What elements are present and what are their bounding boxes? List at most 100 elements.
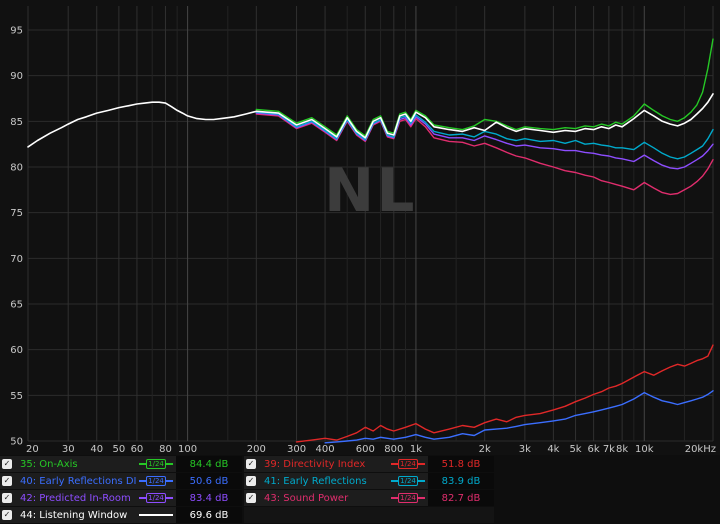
y-axis-tick-label: 70 — [10, 254, 23, 265]
trace-line-icon — [391, 480, 399, 482]
checkbox-icon[interactable]: ✓ — [2, 476, 12, 486]
x-axis-tick-label: 20kHz — [685, 444, 716, 455]
legend-panel: ✓ 35: On-Axis 1/24 84.4 dB ✓ 40: Early R… — [0, 455, 720, 524]
smoothing-badge: 1/24 — [139, 493, 174, 503]
smoothing-badge: 1/24 — [391, 476, 426, 486]
legend-row-directivity-index[interactable]: ✓ 39: Directivity Index 1/24 51.8 dB — [244, 456, 494, 472]
legend-row-predicted-in-room[interactable]: ✓ 42: Predicted In-Room 1/24 83.4 dB — [0, 490, 242, 506]
trace-line-icon — [391, 497, 399, 499]
checkbox-icon[interactable]: ✓ — [246, 476, 256, 486]
legend-column-left: ✓ 35: On-Axis 1/24 84.4 dB ✓ 40: Early R… — [0, 456, 242, 524]
legend-row-sound-power[interactable]: ✓ 43: Sound Power 1/24 82.7 dB — [244, 490, 494, 506]
y-axis-tick-label: 95 — [10, 26, 23, 37]
trace-level-value: 82.7 dB — [428, 490, 494, 506]
smoothing-value: 1/24 — [146, 493, 166, 503]
y-axis-tick-label: 85 — [10, 117, 23, 128]
chart-canvas: 50 55 60 65 70 75 80 85 90 95 20 30 40 50 60 80 100 200 30… — [10, 6, 716, 455]
smoothing-badge: 1/24 — [391, 493, 426, 503]
series-curve-directivity-index — [295, 344, 714, 443]
smoothing-badge: 1/24 — [391, 459, 426, 469]
trace-label: 39: Directivity Index — [264, 458, 366, 470]
x-axis-tick-label: 2k — [479, 444, 491, 455]
x-axis-tick-label: 8k — [616, 444, 628, 455]
trace-line-icon — [417, 463, 426, 465]
x-axis-tick-label: 50 — [112, 444, 125, 455]
y-axis-tick-label: 75 — [10, 208, 23, 219]
trace-level-value: 84.4 dB — [176, 456, 242, 472]
x-axis-tick-label: 80 — [159, 444, 172, 455]
x-axis-tick-label: 300 — [287, 444, 306, 455]
y-axis-tick-label: 60 — [10, 345, 23, 356]
x-axis-tick-label: 600 — [356, 444, 375, 455]
trace-level-value: 83.4 dB — [176, 490, 242, 506]
y-axis-tick-label: 90 — [10, 71, 23, 82]
series-curve-sound-power — [255, 113, 714, 196]
x-axis-tick-label: 40 — [90, 444, 103, 455]
y-axis-tick-label: 65 — [10, 300, 23, 311]
checkbox-icon[interactable]: ✓ — [2, 510, 12, 520]
trace-label: 43: Sound Power — [264, 492, 349, 504]
trace-line-icon — [417, 497, 426, 499]
series-curve-early-reflections — [255, 111, 714, 160]
series-curve-on-axis — [255, 38, 714, 137]
trace-line-icon — [139, 463, 147, 465]
y-axis-tick-label: 50 — [10, 437, 23, 448]
trace-line-icon — [139, 480, 147, 482]
trace-label: 40: Early Reflections DI — [20, 475, 136, 487]
smoothing-value: 1/24 — [398, 459, 418, 469]
x-axis-tick-label: 20 — [26, 444, 39, 455]
x-axis-tick-label: 6k — [588, 444, 600, 455]
legend-empty-row — [244, 507, 494, 523]
checkbox-icon[interactable]: ✓ — [246, 493, 256, 503]
checkbox-icon[interactable]: ✓ — [246, 459, 256, 469]
trace-level-value: 50.6 dB — [176, 473, 242, 489]
series-curve-predicted-in-room — [255, 112, 714, 170]
series-curve-listening-window — [27, 93, 714, 148]
trace-label: 44: Listening Window — [20, 509, 128, 521]
x-axis-tick-label: 4k — [547, 444, 559, 455]
x-axis-tick-label: 100 — [178, 444, 197, 455]
x-axis-tick-label: 200 — [247, 444, 266, 455]
x-axis-tick-label: 10k — [635, 444, 654, 455]
trace-level-value: 51.8 dB — [428, 456, 494, 472]
smoothing-value: 1/24 — [146, 476, 166, 486]
x-axis-tick-label: 800 — [384, 444, 403, 455]
trace-line-icon — [139, 497, 147, 499]
trace-label: 42: Predicted In-Room — [20, 492, 131, 504]
legend-column-right: ✓ 39: Directivity Index 1/24 51.8 dB ✓ 4… — [244, 456, 494, 524]
x-axis-tick-label: 7k — [603, 444, 615, 455]
trace-line-icon — [417, 480, 426, 482]
spl-frequency-response-chart[interactable]: 50 55 60 65 70 75 80 85 90 95 20 30 40 50 60 80 100 200 30… — [0, 0, 720, 455]
y-axis-tick-label: 55 — [10, 391, 23, 402]
trace-line-icon — [165, 463, 174, 465]
trace-label: 41: Early Reflections — [264, 475, 367, 487]
smoothing-badge — [139, 514, 173, 516]
trace-line-icon — [156, 514, 173, 516]
smoothing-value: 1/24 — [398, 493, 418, 503]
checkbox-icon[interactable]: ✓ — [2, 493, 12, 503]
smoothing-value: 1/24 — [398, 476, 418, 486]
legend-row-early-reflections[interactable]: ✓ 41: Early Reflections 1/24 83.9 dB — [244, 473, 494, 489]
x-axis-tick-label: 1k — [410, 444, 422, 455]
smoothing-badge: 1/24 — [139, 476, 174, 486]
x-axis-tick-label: 30 — [62, 444, 75, 455]
checkbox-icon[interactable]: ✓ — [2, 459, 12, 469]
trace-level-value: 69.6 dB — [176, 507, 242, 523]
legend-row-listening-window[interactable]: ✓ 44: Listening Window 69.6 dB — [0, 507, 242, 523]
watermark: NL — [324, 156, 417, 226]
y-axis-tick-label: 80 — [10, 163, 23, 174]
x-axis-tick-label: 400 — [316, 444, 335, 455]
trace-level-value: 83.9 dB — [428, 473, 494, 489]
x-axis-tick-label: 60 — [131, 444, 144, 455]
legend-filler — [496, 456, 720, 524]
trace-label: 35: On-Axis — [20, 458, 78, 470]
x-axis-tick-label: 3k — [519, 444, 531, 455]
legend-row-early-reflections-di[interactable]: ✓ 40: Early Reflections DI 1/24 50.6 dB — [0, 473, 242, 489]
trace-line-icon — [139, 514, 156, 516]
legend-row-on-axis[interactable]: ✓ 35: On-Axis 1/24 84.4 dB — [0, 456, 242, 472]
x-axis-tick-label: 5k — [569, 444, 581, 455]
smoothing-value: 1/24 — [146, 459, 166, 469]
series-curve-early-reflections-di — [324, 390, 714, 444]
smoothing-badge: 1/24 — [139, 459, 174, 469]
trace-line-icon — [165, 497, 174, 499]
